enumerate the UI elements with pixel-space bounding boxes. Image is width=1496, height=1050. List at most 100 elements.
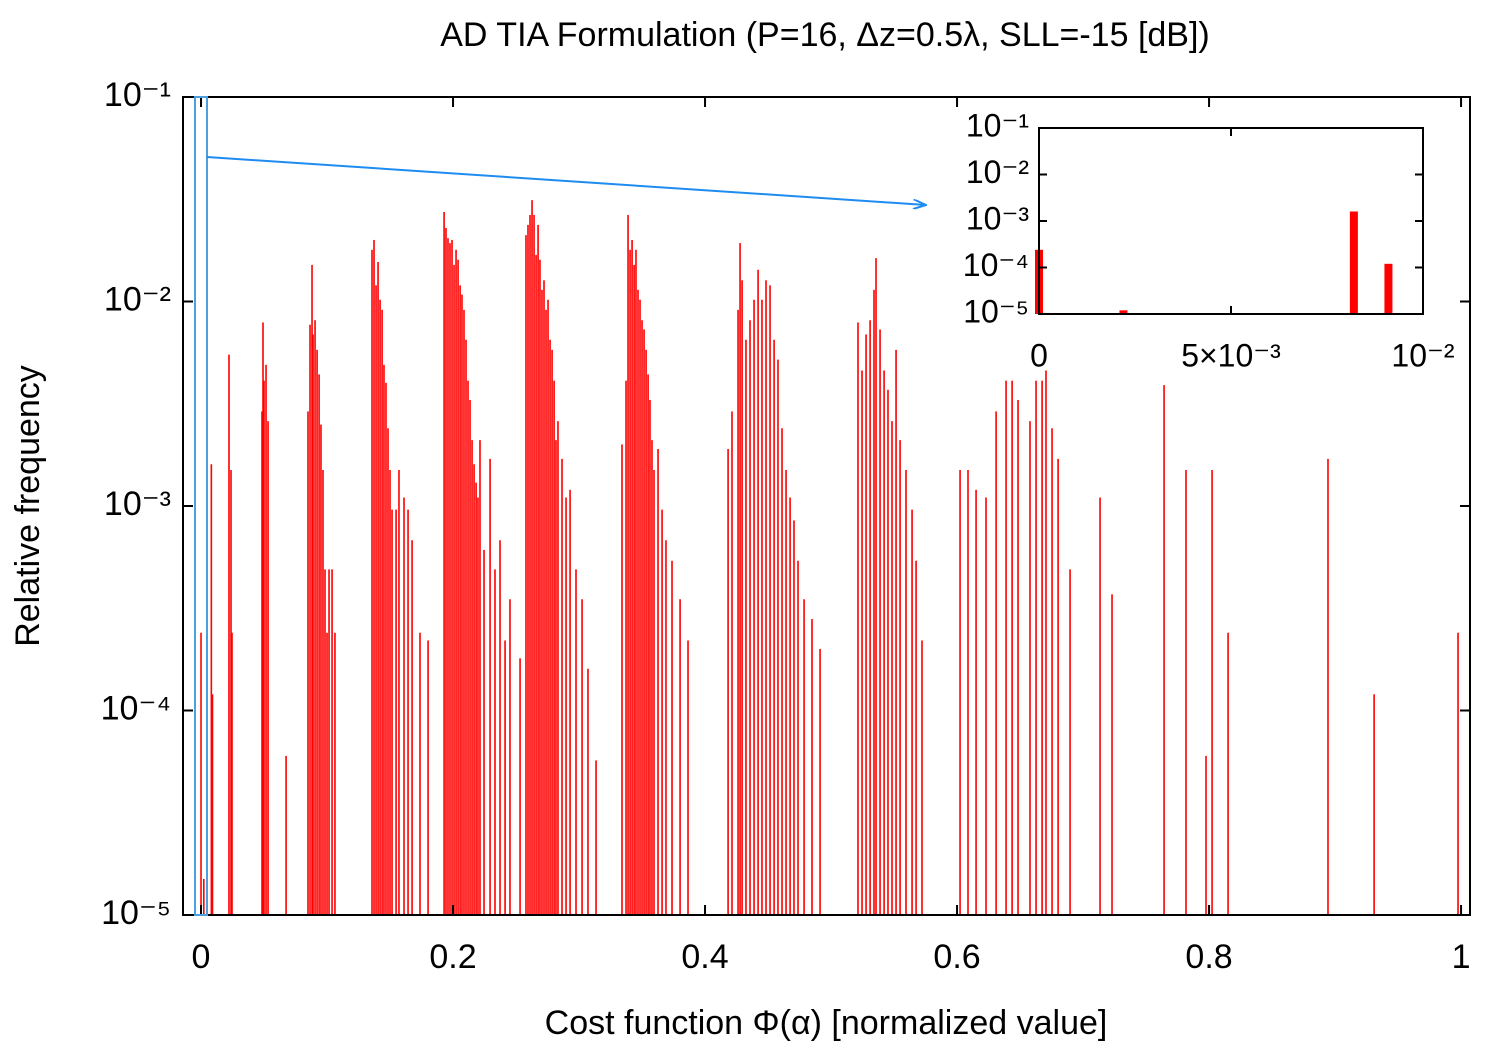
bar [419, 632, 421, 915]
bar [457, 259, 459, 916]
bar [731, 411, 733, 915]
bar [262, 322, 264, 915]
bar [389, 469, 391, 915]
bar [793, 520, 795, 915]
bar [318, 374, 320, 915]
bar [899, 440, 901, 915]
bar [449, 243, 451, 916]
bar [745, 339, 747, 915]
bar [661, 509, 663, 915]
bar [647, 374, 649, 915]
bar [1163, 385, 1165, 915]
bar [561, 458, 563, 915]
x-tick-label: 0 [192, 938, 211, 976]
bar [797, 560, 799, 915]
bar [375, 285, 377, 915]
bar [781, 428, 783, 915]
y-tick-label: 10⁻¹ [104, 76, 171, 114]
bar [551, 349, 553, 915]
bar [665, 540, 667, 915]
bar [391, 509, 393, 915]
bar [639, 299, 641, 915]
bar [671, 560, 673, 915]
bar [263, 380, 265, 916]
bar [285, 755, 287, 915]
bar [377, 262, 379, 916]
x-tick-label: 0.8 [1185, 938, 1232, 976]
bar [473, 464, 475, 915]
bar [383, 364, 385, 916]
bar [1035, 380, 1037, 916]
bar [509, 599, 511, 915]
bar [519, 658, 521, 915]
inset-background [1039, 128, 1423, 314]
bar [320, 424, 322, 915]
bar [995, 411, 997, 915]
zoom-arrow [206, 156, 926, 205]
bar [267, 421, 269, 915]
bar [861, 370, 863, 915]
bar [459, 285, 461, 915]
bar [553, 380, 555, 916]
bar [1384, 263, 1393, 314]
bar [533, 214, 535, 915]
bar [379, 299, 381, 915]
plot-frame [1038, 127, 1424, 315]
bar [312, 334, 314, 916]
bar [773, 339, 775, 915]
bar [1457, 632, 1459, 915]
bar [479, 440, 481, 915]
bar [581, 599, 583, 915]
bar [657, 448, 659, 915]
bar [629, 249, 631, 915]
bar [228, 354, 230, 915]
bar [1069, 569, 1071, 915]
bar [395, 509, 397, 915]
bar [921, 640, 923, 915]
bar [489, 458, 491, 915]
bar [545, 309, 547, 915]
bar [531, 200, 533, 915]
bar [1227, 632, 1229, 915]
bar [334, 632, 336, 915]
bar [737, 309, 739, 915]
bar [887, 389, 889, 915]
bar [555, 440, 557, 915]
bar [631, 239, 633, 916]
bar [875, 258, 877, 915]
bar [1111, 594, 1113, 915]
bar [869, 320, 871, 915]
bar [322, 469, 324, 915]
bar [777, 359, 779, 916]
bar [453, 264, 455, 916]
bar [381, 309, 383, 915]
bar [757, 269, 759, 916]
bar [915, 560, 917, 915]
bar [309, 324, 311, 915]
bar [1349, 211, 1358, 314]
bar [537, 224, 539, 916]
bar [504, 640, 506, 915]
bar [633, 264, 635, 916]
bar [1051, 428, 1053, 915]
bar [373, 239, 375, 916]
bar [975, 489, 977, 915]
bar [1185, 469, 1187, 915]
bar [499, 540, 501, 915]
bar [230, 469, 232, 915]
bar [471, 440, 473, 915]
bar [324, 569, 326, 915]
bar [739, 243, 741, 916]
bar [679, 599, 681, 915]
bar [761, 299, 763, 915]
bar [967, 469, 969, 915]
bar [811, 619, 813, 915]
bar [649, 399, 651, 916]
y-tick-label: 10⁻³ [104, 485, 171, 523]
bar [1211, 469, 1213, 915]
bar [525, 235, 527, 916]
bar [1045, 370, 1047, 915]
bar [727, 448, 729, 915]
bar [651, 440, 653, 915]
